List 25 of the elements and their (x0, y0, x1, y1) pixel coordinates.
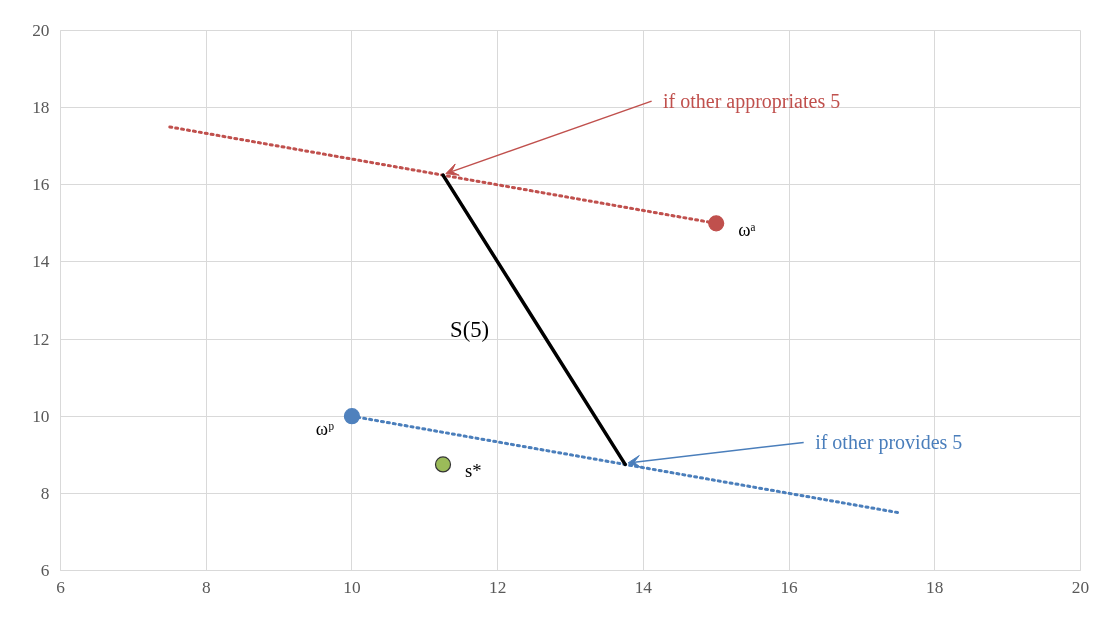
x-tick-label: 6 (56, 577, 66, 597)
y-tick-label: 16 (32, 175, 50, 195)
y-tick-label: 10 (32, 406, 50, 426)
x-tick-label: 10 (343, 577, 361, 597)
y-tick-label: 20 (32, 21, 50, 40)
x-tick-label: 12 (488, 577, 507, 597)
annotation: if other provides 5 (815, 431, 963, 455)
y-tick-label: 18 (32, 98, 50, 118)
y-tick-label: 8 (40, 483, 50, 503)
x-tick-label: 18 (926, 577, 944, 597)
y-tick-label: 6 (40, 561, 50, 580)
point (708, 215, 725, 232)
x-tick-label: 16 (780, 577, 799, 597)
y-tick-label: 12 (32, 329, 50, 349)
x-tick-label: 14 (634, 577, 653, 597)
series-label: S(5) (450, 317, 490, 343)
annotation: if other appropriates 5 (663, 90, 841, 114)
x-tick-label: 20 (1071, 577, 1090, 597)
y-tick-label: 14 (32, 252, 50, 272)
series-label: ωᵖ (315, 418, 335, 440)
x-tick-label: 8 (201, 577, 211, 597)
point (343, 408, 361, 425)
point (434, 456, 452, 473)
series-label: ωᵃ (738, 219, 756, 241)
series-label: s* (465, 460, 482, 482)
